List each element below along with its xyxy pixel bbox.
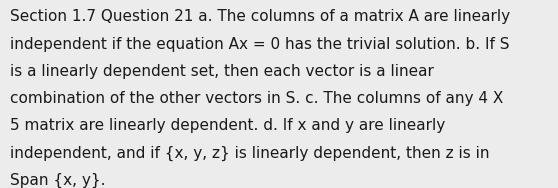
- Text: combination of the other vectors in S. c. The columns of any 4 X: combination of the other vectors in S. c…: [10, 91, 503, 106]
- Text: is a linearly dependent set, then each vector is a linear: is a linearly dependent set, then each v…: [10, 64, 434, 79]
- Text: Section 1.7 Question 21 a. The columns of a matrix A are linearly: Section 1.7 Question 21 a. The columns o…: [10, 9, 510, 24]
- Text: independent if the equation Ax = 0 has the trivial solution. b. If S: independent if the equation Ax = 0 has t…: [10, 37, 509, 52]
- Text: independent, and if {x, y, z} is linearly dependent, then z is in: independent, and if {x, y, z} is linearl…: [10, 146, 489, 161]
- Text: Span {x, y}.: Span {x, y}.: [10, 173, 105, 188]
- Text: 5 matrix are linearly dependent. d. If x and y are linearly: 5 matrix are linearly dependent. d. If x…: [10, 118, 445, 133]
